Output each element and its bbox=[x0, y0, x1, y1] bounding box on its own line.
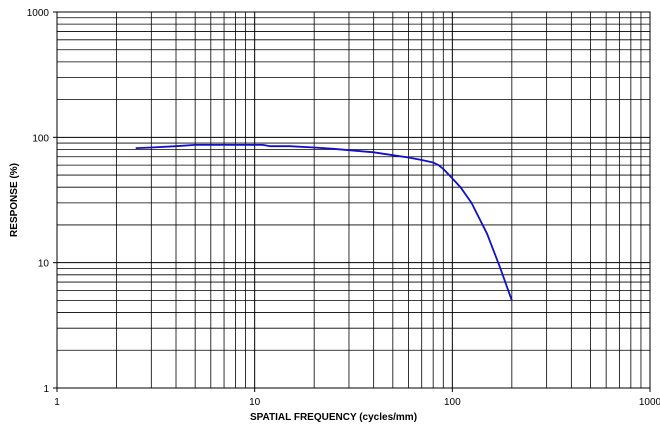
y-tick-label: 1000 bbox=[27, 8, 50, 19]
y-tick-label: 100 bbox=[32, 133, 49, 144]
grid bbox=[57, 12, 650, 388]
x-axis-title: SPATIAL FREQUENCY (cycles/mm) bbox=[250, 412, 417, 423]
x-tick-label: 100 bbox=[444, 397, 461, 408]
y-tick-label: 10 bbox=[38, 259, 50, 270]
y-tick-label: 1 bbox=[43, 384, 49, 395]
x-tick-label: 1 bbox=[54, 397, 60, 408]
x-tick-label: 1000 bbox=[639, 397, 660, 408]
series-line-0 bbox=[135, 143, 513, 301]
plot-area-frame bbox=[56, 11, 651, 389]
y-axis-tick-labels: 1 10 100 1000 bbox=[27, 8, 50, 395]
x-axis-tick-labels: 1 10 100 1000 bbox=[54, 397, 660, 408]
axis-ticks bbox=[53, 11, 651, 392]
y-axis-title: RESPONSE (%) bbox=[9, 163, 20, 237]
x-tick-label: 10 bbox=[249, 397, 261, 408]
series-group bbox=[135, 143, 513, 301]
